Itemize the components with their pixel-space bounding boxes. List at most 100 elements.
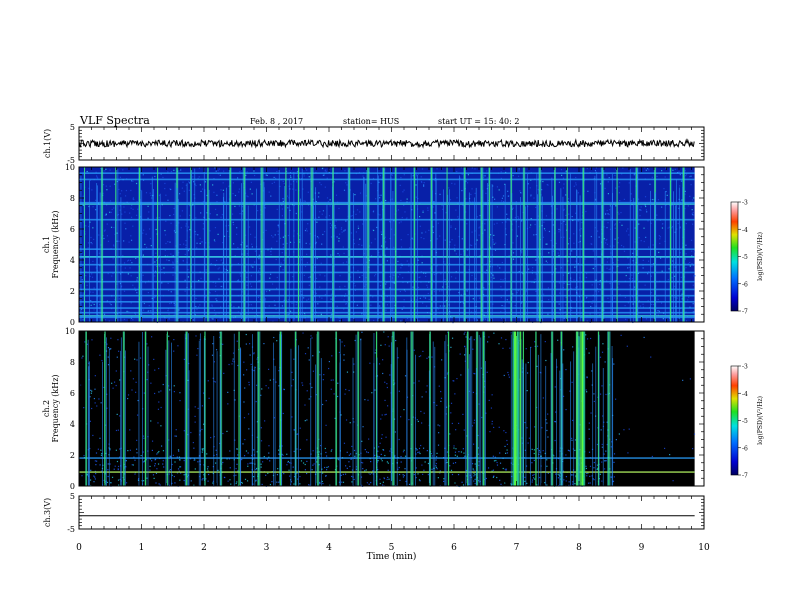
noise-pixel (247, 463, 249, 465)
noise-pixel (399, 479, 401, 481)
noise-pixel (614, 205, 617, 207)
noise-pixel (483, 176, 485, 179)
noise-pixel (372, 470, 374, 472)
noise-pixel (287, 234, 290, 237)
noise-pixel (542, 397, 544, 399)
noise-pixel (164, 187, 166, 190)
noise-pixel (231, 265, 233, 267)
noise-pixel (608, 213, 610, 216)
noise-pixel (296, 171, 299, 173)
noise-pixel (419, 480, 421, 482)
noise-pixel (222, 262, 224, 264)
noise-pixel (520, 220, 523, 222)
noise-pixel (282, 246, 284, 248)
noise-pixel (361, 484, 363, 487)
noise-pixel (661, 270, 663, 272)
noise-pixel (339, 317, 341, 319)
noise-pixel (270, 234, 273, 237)
colorbar-tick-label: -6 (742, 445, 748, 452)
noise-pixel (162, 463, 164, 465)
noise-pixel (512, 293, 514, 295)
noise-pixel (329, 199, 331, 201)
noise-pixel (169, 389, 171, 391)
noise-pixel (548, 299, 550, 301)
noise-pixel (240, 313, 242, 315)
noise-pixel (351, 214, 353, 217)
noise-pixel (585, 348, 588, 350)
noise-pixel (557, 339, 559, 341)
noise-pixel (145, 192, 148, 194)
noise-pixel (82, 355, 84, 357)
noise-pixel (170, 291, 172, 293)
noise-pixel (492, 303, 494, 305)
noise-pixel (658, 235, 660, 237)
noise-pixel (291, 371, 293, 373)
noise-pixel (269, 483, 272, 486)
noise-pixel (170, 222, 172, 224)
noise-pixel (173, 385, 175, 387)
noise-pixel (190, 480, 192, 482)
noise-pixel (415, 175, 418, 177)
noise-pixel (526, 427, 528, 429)
noise-pixel (465, 336, 467, 338)
noise-pixel (420, 444, 422, 447)
noise-pixel (384, 414, 386, 416)
noise-pixel (114, 465, 116, 467)
noise-pixel (327, 466, 330, 468)
noise-pixel (512, 175, 514, 177)
noise-pixel (350, 232, 353, 234)
noise-pixel (525, 289, 527, 292)
noise-pixel (215, 298, 217, 300)
noise-pixel (659, 236, 661, 238)
noise-pixel (118, 188, 120, 191)
noise-pixel (83, 221, 85, 223)
noise-pixel (89, 420, 92, 422)
noise-pixel (546, 465, 548, 467)
noise-pixel (126, 310, 128, 312)
noise-pixel (304, 314, 306, 316)
noise-pixel (247, 413, 250, 415)
noise-pixel (110, 337, 112, 339)
noise-pixel (400, 267, 402, 269)
noise-pixel (281, 252, 283, 254)
x-tick-label: 7 (514, 543, 520, 553)
noise-pixel (255, 468, 257, 471)
noise-pixel (129, 429, 131, 431)
noise-pixel (435, 456, 438, 458)
noise-pixel (505, 228, 507, 230)
noise-pixel (355, 213, 357, 215)
noise-pixel (374, 352, 376, 354)
noise-pixel (449, 199, 452, 201)
noise-pixel (256, 467, 258, 470)
noise-pixel (462, 484, 465, 486)
noise-pixel (661, 223, 664, 225)
noise-pixel (117, 468, 119, 471)
noise-pixel (447, 286, 449, 288)
noise-pixel (373, 275, 376, 277)
noise-pixel (492, 239, 494, 241)
noise-pixel (457, 422, 460, 424)
noise-pixel (491, 394, 493, 396)
noise-pixel (93, 475, 95, 477)
noise-pixel (306, 253, 308, 255)
noise-pixel (318, 216, 320, 218)
noise-pixel (572, 474, 574, 476)
noise-pixel (320, 184, 322, 186)
noise-pixel (130, 275, 132, 277)
noise-pixel (370, 460, 372, 463)
noise-pixel (110, 482, 112, 484)
noise-pixel (312, 464, 314, 466)
noise-pixel (361, 274, 363, 277)
noise-pixel (671, 227, 673, 229)
noise-pixel (442, 208, 444, 210)
noise-pixel (241, 291, 243, 293)
noise-pixel (685, 244, 687, 246)
noise-pixel (419, 452, 421, 455)
noise-pixel (261, 483, 263, 486)
noise-pixel (109, 169, 111, 171)
noise-pixel (500, 278, 502, 281)
noise-pixel (387, 476, 389, 479)
noise-pixel (289, 188, 291, 190)
